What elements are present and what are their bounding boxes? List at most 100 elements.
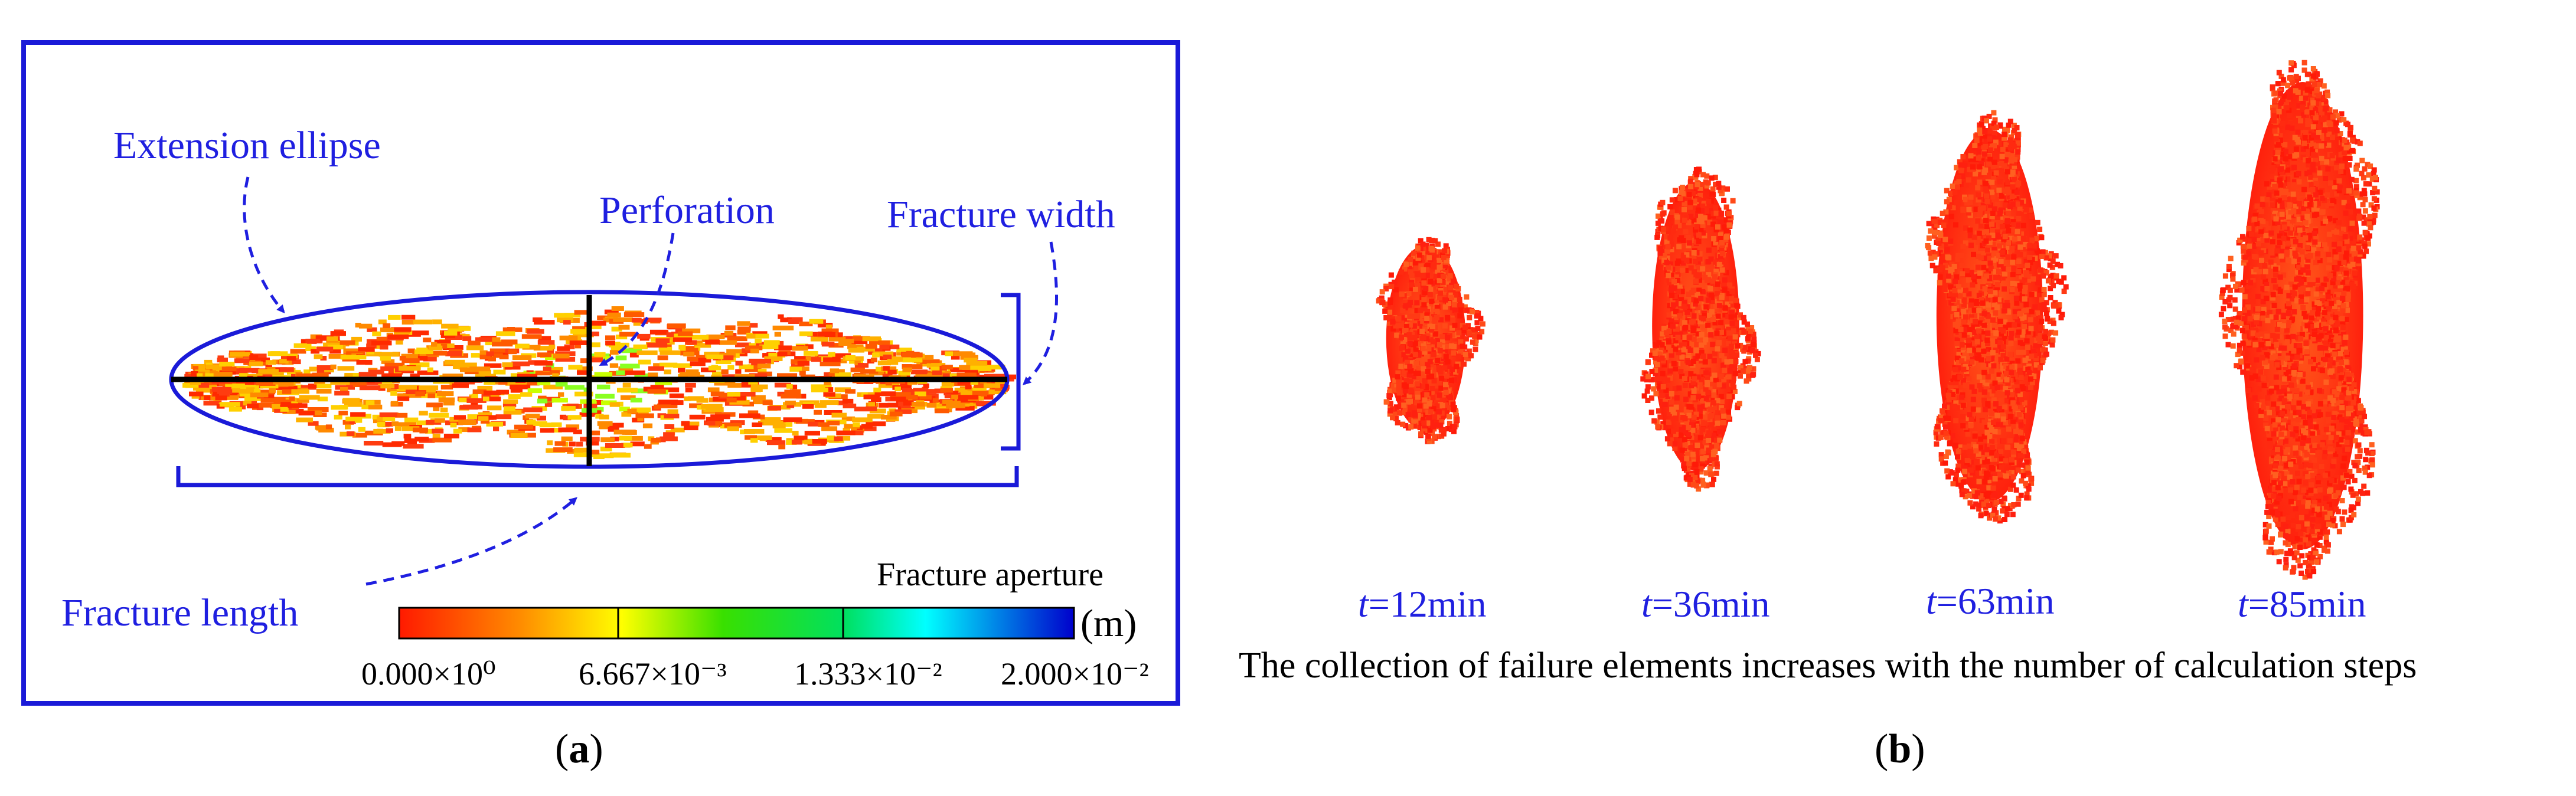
fracture-pixel: [249, 355, 259, 361]
fracture-pixel: [629, 352, 639, 358]
failure-element: [2004, 127, 2010, 133]
failure-element: [1685, 359, 1691, 365]
fracture-pixel: [684, 396, 691, 401]
failure-element: [1666, 273, 1671, 279]
failure-element: [1645, 374, 1651, 379]
failure-element: [1420, 346, 1426, 352]
fracture-pixel: [961, 365, 980, 370]
fracture-pixel: [432, 319, 442, 325]
failure-element: [1703, 455, 1709, 461]
failure-element: [1662, 401, 1668, 407]
failure-element: [2003, 325, 2008, 330]
failure-element: [1392, 387, 1398, 393]
fracture-pixel: [735, 369, 742, 374]
fracture-pixel: [316, 365, 333, 370]
fracture-pixel: [857, 363, 864, 368]
failure-element: [2002, 336, 2007, 341]
fracture-pixel: [618, 325, 630, 330]
failure-element: [1379, 295, 1385, 301]
fracture-pixel: [205, 364, 222, 369]
failure-element: [1990, 312, 1996, 318]
failure-element: [1943, 209, 1949, 215]
fracture-pixel: [445, 359, 465, 365]
fracture-pixel: [688, 396, 704, 401]
failure-element: [1668, 437, 1674, 443]
fracture-pixel: [472, 389, 487, 394]
failure-element: [1464, 307, 1470, 313]
failure-element: [1680, 185, 1686, 191]
fracture-pixel: [535, 371, 551, 376]
fracture-pixel: [510, 388, 523, 393]
fracture-pixel: [862, 336, 881, 342]
failure-element: [1971, 324, 1977, 330]
failure-element: [1951, 274, 1957, 280]
failure-element: [1737, 368, 1743, 374]
failure-element: [1707, 353, 1713, 359]
fracture-pixel: [852, 336, 870, 341]
fracture-pixel: [272, 359, 280, 365]
failure-element: [1406, 302, 1412, 308]
fracture-pixel: [611, 326, 622, 332]
fracture-pixel: [758, 368, 767, 374]
failure-element: [1983, 186, 1989, 192]
failure-element: [2017, 207, 2023, 212]
failure-element: [1704, 173, 1710, 179]
failure-element: [1406, 372, 1412, 378]
failure-element: [1693, 278, 1699, 284]
fracture-pixel: [730, 420, 745, 425]
fracture-pixel: [413, 319, 433, 325]
failure-element: [1942, 219, 1948, 225]
failure-element: [1720, 362, 1726, 368]
failure-element: [1414, 331, 1420, 337]
fracture-pixel: [428, 345, 443, 350]
failure-element: [1669, 399, 1674, 405]
failure-element: [1689, 383, 1695, 389]
failure-element: [1976, 277, 1982, 283]
failure-element: [1421, 335, 1426, 340]
failure-element: [1657, 246, 1663, 252]
failure-element: [1694, 172, 1700, 178]
failure-element: [1723, 217, 1729, 223]
failure-element: [1958, 483, 1964, 489]
failure-element: [1645, 398, 1651, 403]
failure-element: [1999, 224, 2005, 230]
fracture-pixel: [681, 421, 690, 426]
failure-element: [1418, 307, 1424, 313]
failure-element: [1992, 380, 1998, 386]
fracture-pixel: [478, 416, 489, 421]
failure-element: [1396, 386, 1402, 392]
fracture-pixel: [272, 397, 292, 402]
fracture-pixel: [537, 340, 555, 345]
failure-element: [1425, 263, 1431, 268]
fracture-pixel: [239, 368, 260, 373]
failure-element: [1745, 358, 1751, 364]
fracture-pixel: [611, 306, 624, 311]
failure-element: [1711, 476, 1716, 482]
failure-element: [1667, 428, 1673, 434]
failure-element: [1678, 332, 1683, 338]
fracture-width-arrow: [1023, 241, 1058, 385]
failure-element: [1996, 376, 2002, 382]
fracture-pixel: [359, 323, 373, 329]
fracture-pixel: [658, 399, 678, 405]
failure-element: [2050, 337, 2056, 343]
failure-element: [1746, 376, 1752, 382]
fracture-pixel: [610, 346, 626, 352]
failure-element: [1679, 301, 1684, 307]
failure-element: [1653, 371, 1658, 376]
fracture-pixel: [763, 340, 780, 345]
fracture-pixel: [747, 364, 760, 369]
failure-element: [1689, 319, 1695, 325]
failure-element: [1422, 423, 1427, 429]
fracture-pixel: [772, 424, 786, 428]
fracture-pixel: [453, 415, 466, 420]
fracture-pixel: [215, 395, 227, 401]
fracture-pixel: [876, 366, 887, 372]
failure-element: [2011, 266, 2017, 271]
failure-element: [1696, 166, 1702, 172]
failure-element: [1722, 287, 1728, 293]
fracture-pixel: [719, 340, 737, 345]
failure-element: [1977, 502, 1983, 508]
failure-element: [1966, 291, 1972, 297]
failure-element: [1690, 358, 1696, 364]
